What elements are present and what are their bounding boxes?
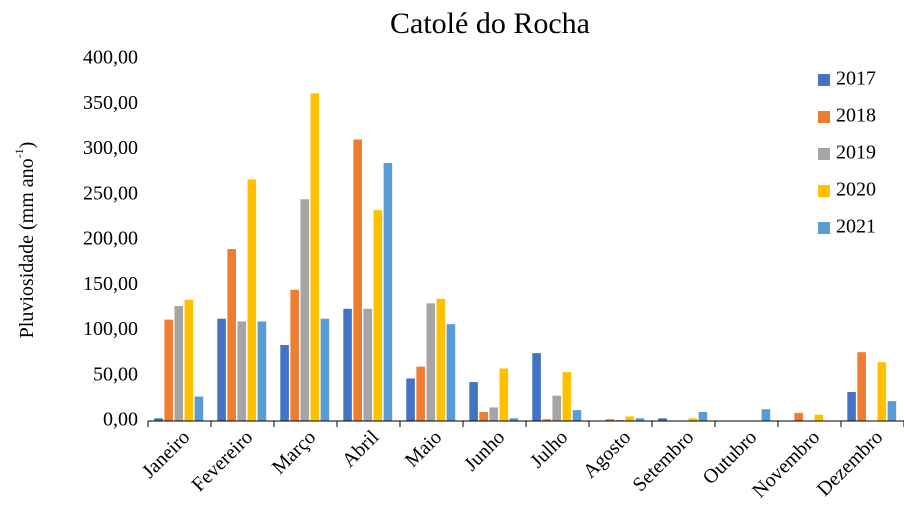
y-tick-label: 350,00: [83, 92, 138, 114]
bar: [857, 352, 866, 421]
y-label-text: Pluviosidade (mm ano: [16, 158, 38, 338]
bar: [814, 414, 824, 421]
bar: [572, 410, 582, 421]
bar: [280, 344, 289, 421]
bar: [353, 139, 362, 422]
legend-label: 2019: [836, 142, 876, 164]
bar: [154, 418, 163, 421]
y-label-suffix: ): [16, 142, 38, 149]
bar: [320, 318, 330, 421]
x-tick-label: Julho: [526, 426, 572, 472]
bar: [635, 418, 645, 421]
bar: [436, 298, 446, 421]
x-tick-label: Junho: [460, 426, 509, 475]
x-tick-label: Outubro: [699, 426, 762, 489]
bar: [877, 362, 887, 421]
bar: [509, 418, 519, 421]
y-tick-label: 50,00: [93, 363, 138, 385]
y-tick-label: 300,00: [83, 137, 138, 159]
bar: [479, 411, 488, 421]
x-tick-label: Abril: [338, 426, 384, 472]
bar: [625, 416, 635, 421]
x-tick-label: Dezembro: [813, 426, 887, 500]
bar: [499, 368, 509, 421]
bar: [446, 324, 456, 421]
bar: [469, 382, 478, 421]
bar: [489, 407, 499, 421]
bar: [562, 372, 572, 421]
bar: [887, 401, 897, 421]
y-tick-label: 250,00: [83, 182, 138, 204]
x-tick-label: Agosto: [579, 426, 635, 482]
legend-swatch: [818, 111, 830, 123]
legend-label: 2020: [836, 179, 876, 201]
bar: [300, 199, 310, 421]
bar: [761, 409, 771, 421]
bar: [698, 411, 708, 421]
legend-swatch: [818, 222, 830, 234]
bar: [383, 163, 393, 421]
bar: [605, 419, 614, 421]
bar: [363, 308, 373, 421]
legend-swatch: [818, 74, 830, 86]
bar: [552, 395, 562, 421]
x-tick-label: Maio: [401, 426, 446, 471]
x-tick-label: Fevereiro: [188, 426, 258, 496]
chart-title: Catolé do Rocha: [390, 7, 590, 40]
bar: [174, 306, 184, 421]
y-tick-label: 400,00: [83, 47, 138, 69]
bar: [688, 418, 698, 421]
bar: [416, 366, 425, 421]
y-tick-label: 0,00: [103, 409, 138, 431]
bar: [426, 303, 436, 421]
x-tick-label: Setembro: [629, 426, 699, 496]
bar: [237, 321, 247, 421]
legend-label: 2017: [836, 68, 876, 90]
legend-label: 2021: [836, 216, 876, 238]
bar: [227, 249, 236, 421]
bar: [184, 299, 194, 421]
bar: [794, 412, 803, 421]
y-tick-label: 150,00: [83, 273, 138, 295]
legend-swatch: [818, 185, 830, 197]
legend-label: 2018: [836, 105, 876, 127]
bar: [247, 179, 257, 421]
bar: [406, 378, 415, 421]
legend-swatch: [818, 148, 830, 160]
bar: [194, 396, 204, 421]
bar: [373, 210, 383, 421]
y-label-superscript: -1: [12, 148, 26, 158]
bar: [257, 321, 267, 421]
bar: [290, 289, 299, 421]
y-tick-label: 200,00: [83, 228, 138, 250]
bar: [658, 418, 667, 421]
x-tick-label: Janeiro: [138, 426, 194, 482]
bar: [532, 353, 541, 421]
bar: [847, 392, 856, 421]
bar: [310, 93, 320, 421]
bar: [343, 308, 352, 421]
x-tick-label: Março: [268, 426, 320, 478]
bar: [164, 319, 173, 421]
x-tick-label: Novembro: [748, 426, 824, 502]
y-axis-label: Pluviosidade (mm ano-1): [12, 142, 38, 339]
bar: [542, 419, 551, 421]
y-tick-label: 100,00: [83, 318, 138, 340]
bar: [217, 318, 226, 421]
